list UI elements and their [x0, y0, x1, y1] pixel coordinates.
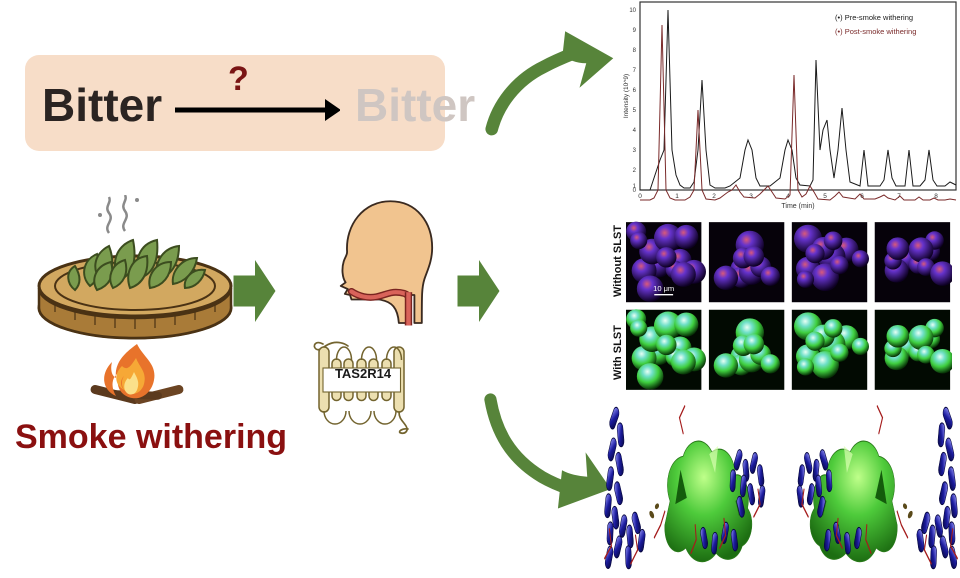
svg-text:Time (min): Time (min): [781, 203, 814, 210]
svg-text:6: 6: [633, 88, 637, 94]
svg-text:5: 5: [823, 193, 827, 200]
svg-text:2: 2: [712, 193, 716, 200]
svg-text:Intensity (10^9): Intensity (10^9): [623, 74, 630, 118]
svg-text:3: 3: [749, 193, 753, 200]
svg-text:0: 0: [638, 193, 642, 200]
svg-text:(•) Pre-smoke withering: (•) Pre-smoke withering: [835, 13, 913, 22]
svg-text:5: 5: [633, 108, 637, 114]
svg-text:(•) Post-smoke withering: (•) Post-smoke withering: [835, 27, 916, 36]
svg-text:8: 8: [633, 48, 637, 54]
svg-text:2: 2: [633, 168, 637, 174]
svg-text:10: 10: [629, 8, 636, 14]
svg-text:9: 9: [633, 28, 637, 34]
svg-text:0: 0: [633, 188, 637, 194]
svg-text:10 μm: 10 μm: [653, 284, 674, 293]
svg-text:4: 4: [633, 128, 637, 134]
svg-text:1: 1: [675, 193, 679, 200]
svg-text:7: 7: [633, 68, 637, 74]
svg-text:3: 3: [633, 148, 637, 154]
